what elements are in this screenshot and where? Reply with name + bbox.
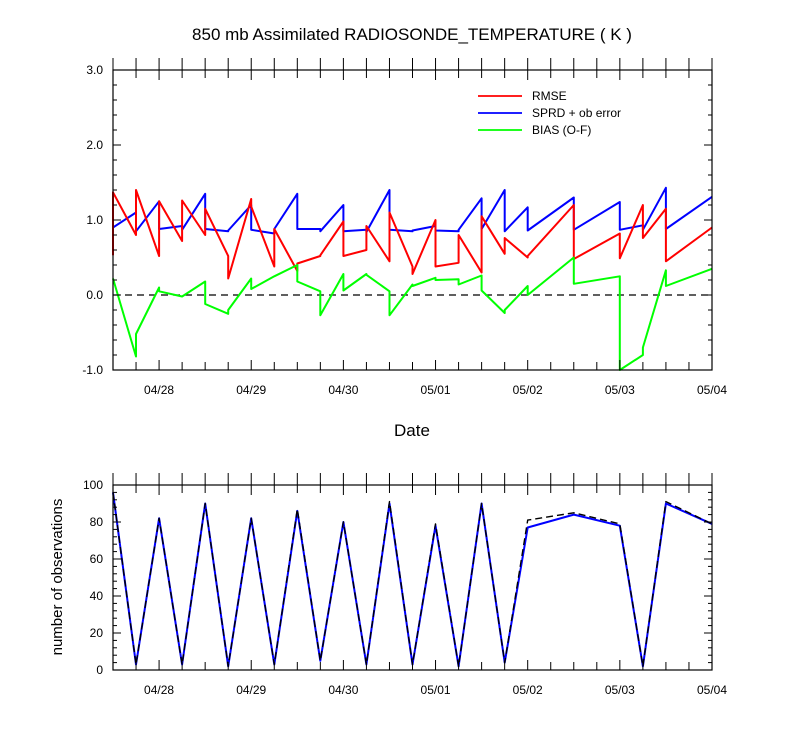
bottom-xtick-label: 05/02: [513, 683, 543, 697]
top-xtick-label: 04/30: [328, 383, 358, 397]
bottom-xtick-label: 04/30: [328, 683, 358, 697]
x-axis-title: Date: [394, 421, 430, 440]
top-xtick-label: 05/02: [513, 383, 543, 397]
bottom-panel: 100 80 60 40 20 0 04/28 04/29 04/30 05/01 05/02 05/…: [49, 473, 727, 697]
bottom-ytick-label: 0: [96, 663, 103, 677]
bottom-xtick-label: 05/04: [697, 683, 727, 697]
top-panel: 850 mb Assimilated RADIOSONDE_TEMPERATUR…: [82, 25, 727, 440]
chart-title: 850 mb Assimilated RADIOSONDE_TEMPERATUR…: [192, 25, 632, 44]
bottom-xtick-label: 05/01: [421, 683, 451, 697]
top-ytick-label: 2.0: [86, 138, 103, 152]
bottom-ytick-label: 80: [90, 515, 104, 529]
top-xtick-label: 04/29: [236, 383, 266, 397]
bottom-series-possible: [112, 492, 713, 667]
legend-label-rmse: RMSE: [532, 89, 567, 103]
top-ytick-label: 3.0: [86, 63, 103, 77]
top-xtick-label: 05/04: [697, 383, 727, 397]
bottom-xtick-label: 05/03: [605, 683, 635, 697]
top-xtick-label: 04/28: [144, 383, 174, 397]
top-ytick-label: 1.0: [86, 213, 103, 227]
top-series-bias-o-f: [112, 256, 713, 371]
legend-label-sprd: SPRD + ob error: [532, 106, 621, 120]
bottom-ytick-label: 20: [90, 626, 104, 640]
top-xtick-label: 05/01: [421, 383, 451, 397]
bottom-ytick-label: 60: [90, 552, 104, 566]
top-plot-frame: [112, 69, 713, 371]
bottom-plot-frame: [112, 484, 713, 671]
bottom-ytick-label: 40: [90, 589, 104, 603]
bottom-xtick-label: 04/28: [144, 683, 174, 697]
bottom-ytick-label: 100: [83, 478, 103, 492]
legend: RMSE SPRD + ob error BIAS (O-F): [478, 89, 621, 137]
top-series-sprd-ob-error: [112, 186, 713, 235]
top-xtick-label: 05/03: [605, 383, 635, 397]
legend-label-bias: BIAS (O-F): [532, 123, 591, 137]
top-ytick-label: 0.0: [86, 288, 103, 302]
top-series-rmse: [112, 189, 713, 280]
top-ytick-label: -1.0: [82, 363, 103, 377]
bottom-xtick-label: 04/29: [236, 683, 266, 697]
bottom-y-axis-title: number of observations: [49, 499, 66, 656]
